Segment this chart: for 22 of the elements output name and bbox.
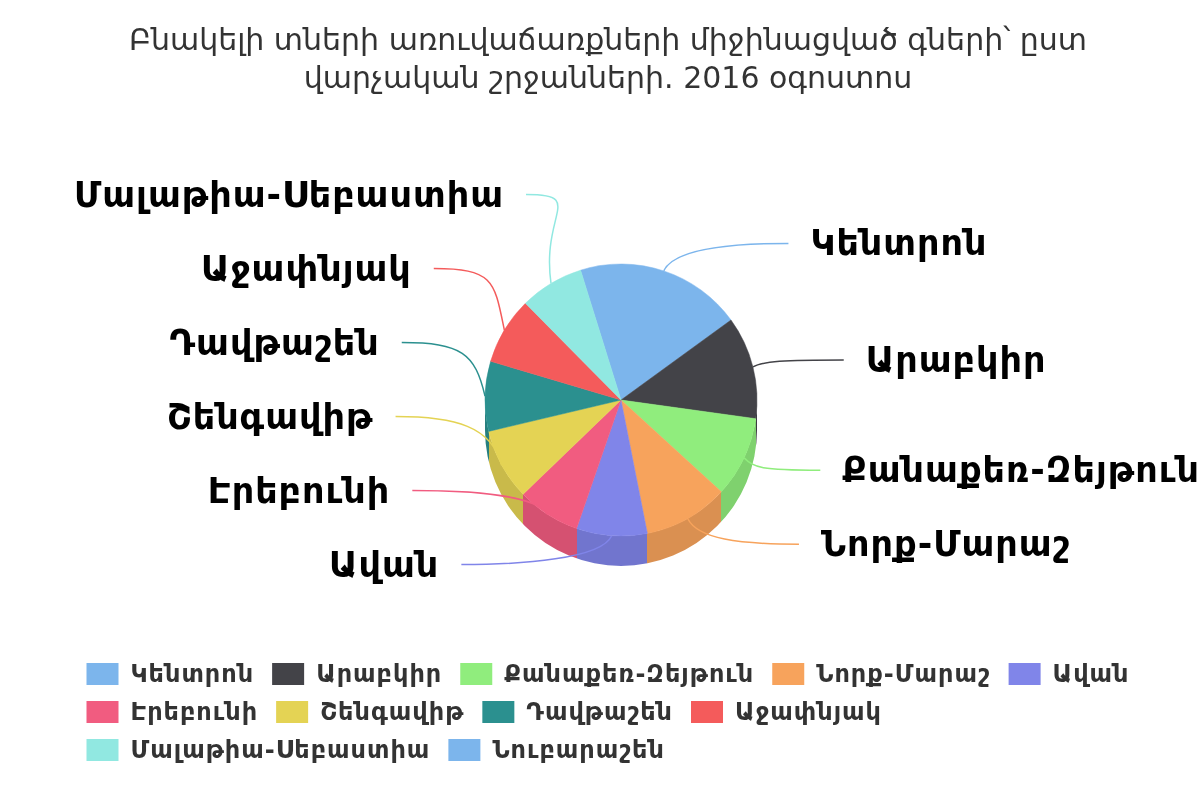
slice-label: Արաբկիր xyxy=(865,339,1047,380)
legend-label: Աջափնյակ xyxy=(735,698,882,726)
slice-label: Ավան xyxy=(329,544,440,585)
legend-label: Դավթաշեն xyxy=(526,698,673,726)
legend-label: Քանաքեռ-Զեյթուն xyxy=(504,660,755,688)
slice-label: Նորք-Մարաշ xyxy=(820,524,1071,565)
chart-title: Բնակելի տների առուվաճառքների միջինացված գների՝ ըստ վարչական շրջանների. 2016 օգոստոս xyxy=(128,22,1088,95)
slice-label: Աջափնյակ xyxy=(201,248,412,289)
legend-label: Էրեբունի xyxy=(130,698,259,726)
slice-label: Քանաքեռ-Զեյթուն xyxy=(842,450,1200,491)
legend-label: Շենգավիթ xyxy=(320,698,465,726)
legend-label: Ավան xyxy=(1052,660,1130,688)
slice-label: Էրեբունի xyxy=(207,470,391,511)
slice-label: Շենգավիթ xyxy=(166,396,374,437)
legend-label: Արաբկիր xyxy=(316,660,443,688)
slice-label: Մալաթիա-Սեբաստիա xyxy=(74,174,505,215)
slice-label: Կենտրոն xyxy=(810,223,988,264)
legend-label: Մալաթիա-Սեբաստիա xyxy=(130,736,431,764)
legend-label: Նուբարաշեն xyxy=(492,736,665,764)
legend-label: Նորք-Մարաշ xyxy=(816,660,991,688)
slice-label: Դավթաշեն xyxy=(169,322,380,363)
legend-label: Կենտրոն xyxy=(130,660,255,688)
